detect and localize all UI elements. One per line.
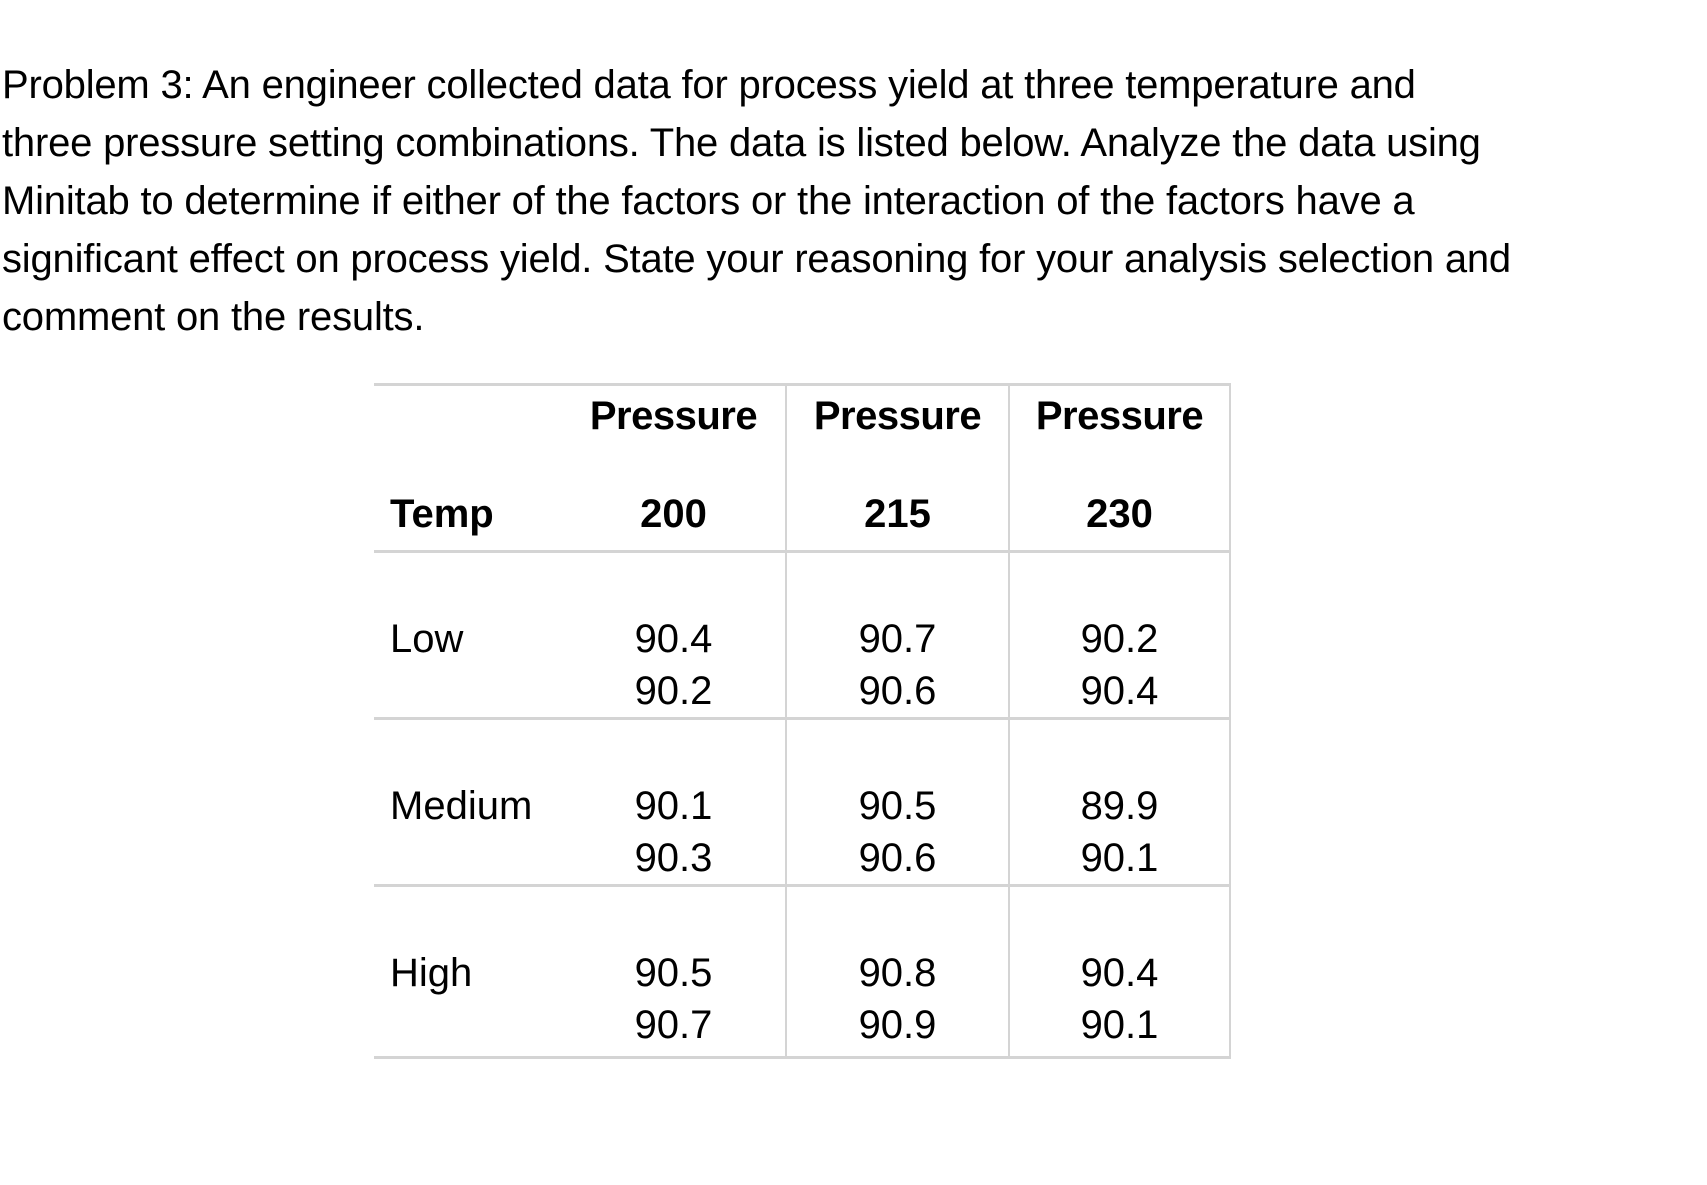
yield-value: 90.5 <box>858 784 937 828</box>
row-cell-low-230: 90.2 90.4 <box>1008 551 1231 720</box>
yield-value: 90.4 <box>1080 669 1159 713</box>
row-cell-low-215: 90.7 90.6 <box>785 551 1009 720</box>
yield-value: 90.2 <box>634 669 713 713</box>
problem-line-4: significant effect on process yield. Sta… <box>2 237 1511 281</box>
table-header-row: Temp Pressure 200 Pressure 215 Pressure … <box>374 383 1231 553</box>
yield-value: 90.5 <box>634 951 713 995</box>
row-label-low: Low <box>390 617 464 661</box>
yield-value: 90.6 <box>858 669 937 713</box>
row-cell-medium-215: 90.5 90.6 <box>785 718 1009 887</box>
column-header-pressure-2: Pressure <box>813 394 982 438</box>
yield-value: 90.1 <box>1080 836 1159 880</box>
yield-data-table: Temp Pressure 200 Pressure 215 Pressure … <box>374 383 1231 1059</box>
table-row-low: Low 90.4 90.2 90.7 90.6 90.2 90.4 <box>374 551 1231 720</box>
row-label-medium: Medium <box>390 784 533 828</box>
row-header-label: Temp <box>390 492 494 536</box>
problem-statement: Problem 3: An engineer collected data fo… <box>2 56 1707 346</box>
problem-line-5: comment on the results. <box>2 295 425 339</box>
row-cell-medium-200: Medium 90.1 90.3 <box>374 718 786 887</box>
header-cell-215: Pressure 215 <box>785 383 1009 553</box>
yield-value: 90.7 <box>634 1003 713 1047</box>
column-value-pressure-3: 230 <box>1086 492 1153 536</box>
yield-value: 90.1 <box>634 784 713 828</box>
row-cell-high-200: High 90.5 90.7 <box>374 885 786 1059</box>
yield-value: 90.3 <box>634 836 713 880</box>
yield-value: 90.2 <box>1080 617 1159 661</box>
yield-value: 90.6 <box>858 836 937 880</box>
yield-value: 90.4 <box>634 617 713 661</box>
row-label-high: High <box>390 951 473 995</box>
row-cell-medium-230: 89.9 90.1 <box>1008 718 1231 887</box>
yield-value: 90.9 <box>858 1003 937 1047</box>
problem-line-1: Problem 3: An engineer collected data fo… <box>2 63 1416 107</box>
column-header-pressure-3: Pressure <box>1035 394 1204 438</box>
table-row-medium: Medium 90.1 90.3 90.5 90.6 89.9 90.1 <box>374 718 1231 887</box>
yield-value: 90.7 <box>858 617 937 661</box>
column-header-pressure-1: Pressure <box>589 394 758 438</box>
row-cell-high-230: 90.4 90.1 <box>1008 885 1231 1059</box>
problem-line-3: Minitab to determine if either of the fa… <box>2 179 1415 223</box>
yield-value: 90.8 <box>858 951 937 995</box>
header-cell-temp-and-200: Temp Pressure 200 <box>374 383 786 553</box>
yield-value: 90.1 <box>1080 1003 1159 1047</box>
column-value-pressure-1: 200 <box>640 492 707 536</box>
row-cell-high-215: 90.8 90.9 <box>785 885 1009 1059</box>
table-row-high: High 90.5 90.7 90.8 90.9 90.4 90.1 <box>374 885 1231 1059</box>
yield-value: 90.4 <box>1080 951 1159 995</box>
column-value-pressure-2: 215 <box>864 492 931 536</box>
row-cell-low-200: Low 90.4 90.2 <box>374 551 786 720</box>
problem-line-2: three pressure setting combinations. The… <box>2 121 1481 165</box>
yield-value: 89.9 <box>1080 784 1159 828</box>
header-cell-230: Pressure 230 <box>1008 383 1231 553</box>
